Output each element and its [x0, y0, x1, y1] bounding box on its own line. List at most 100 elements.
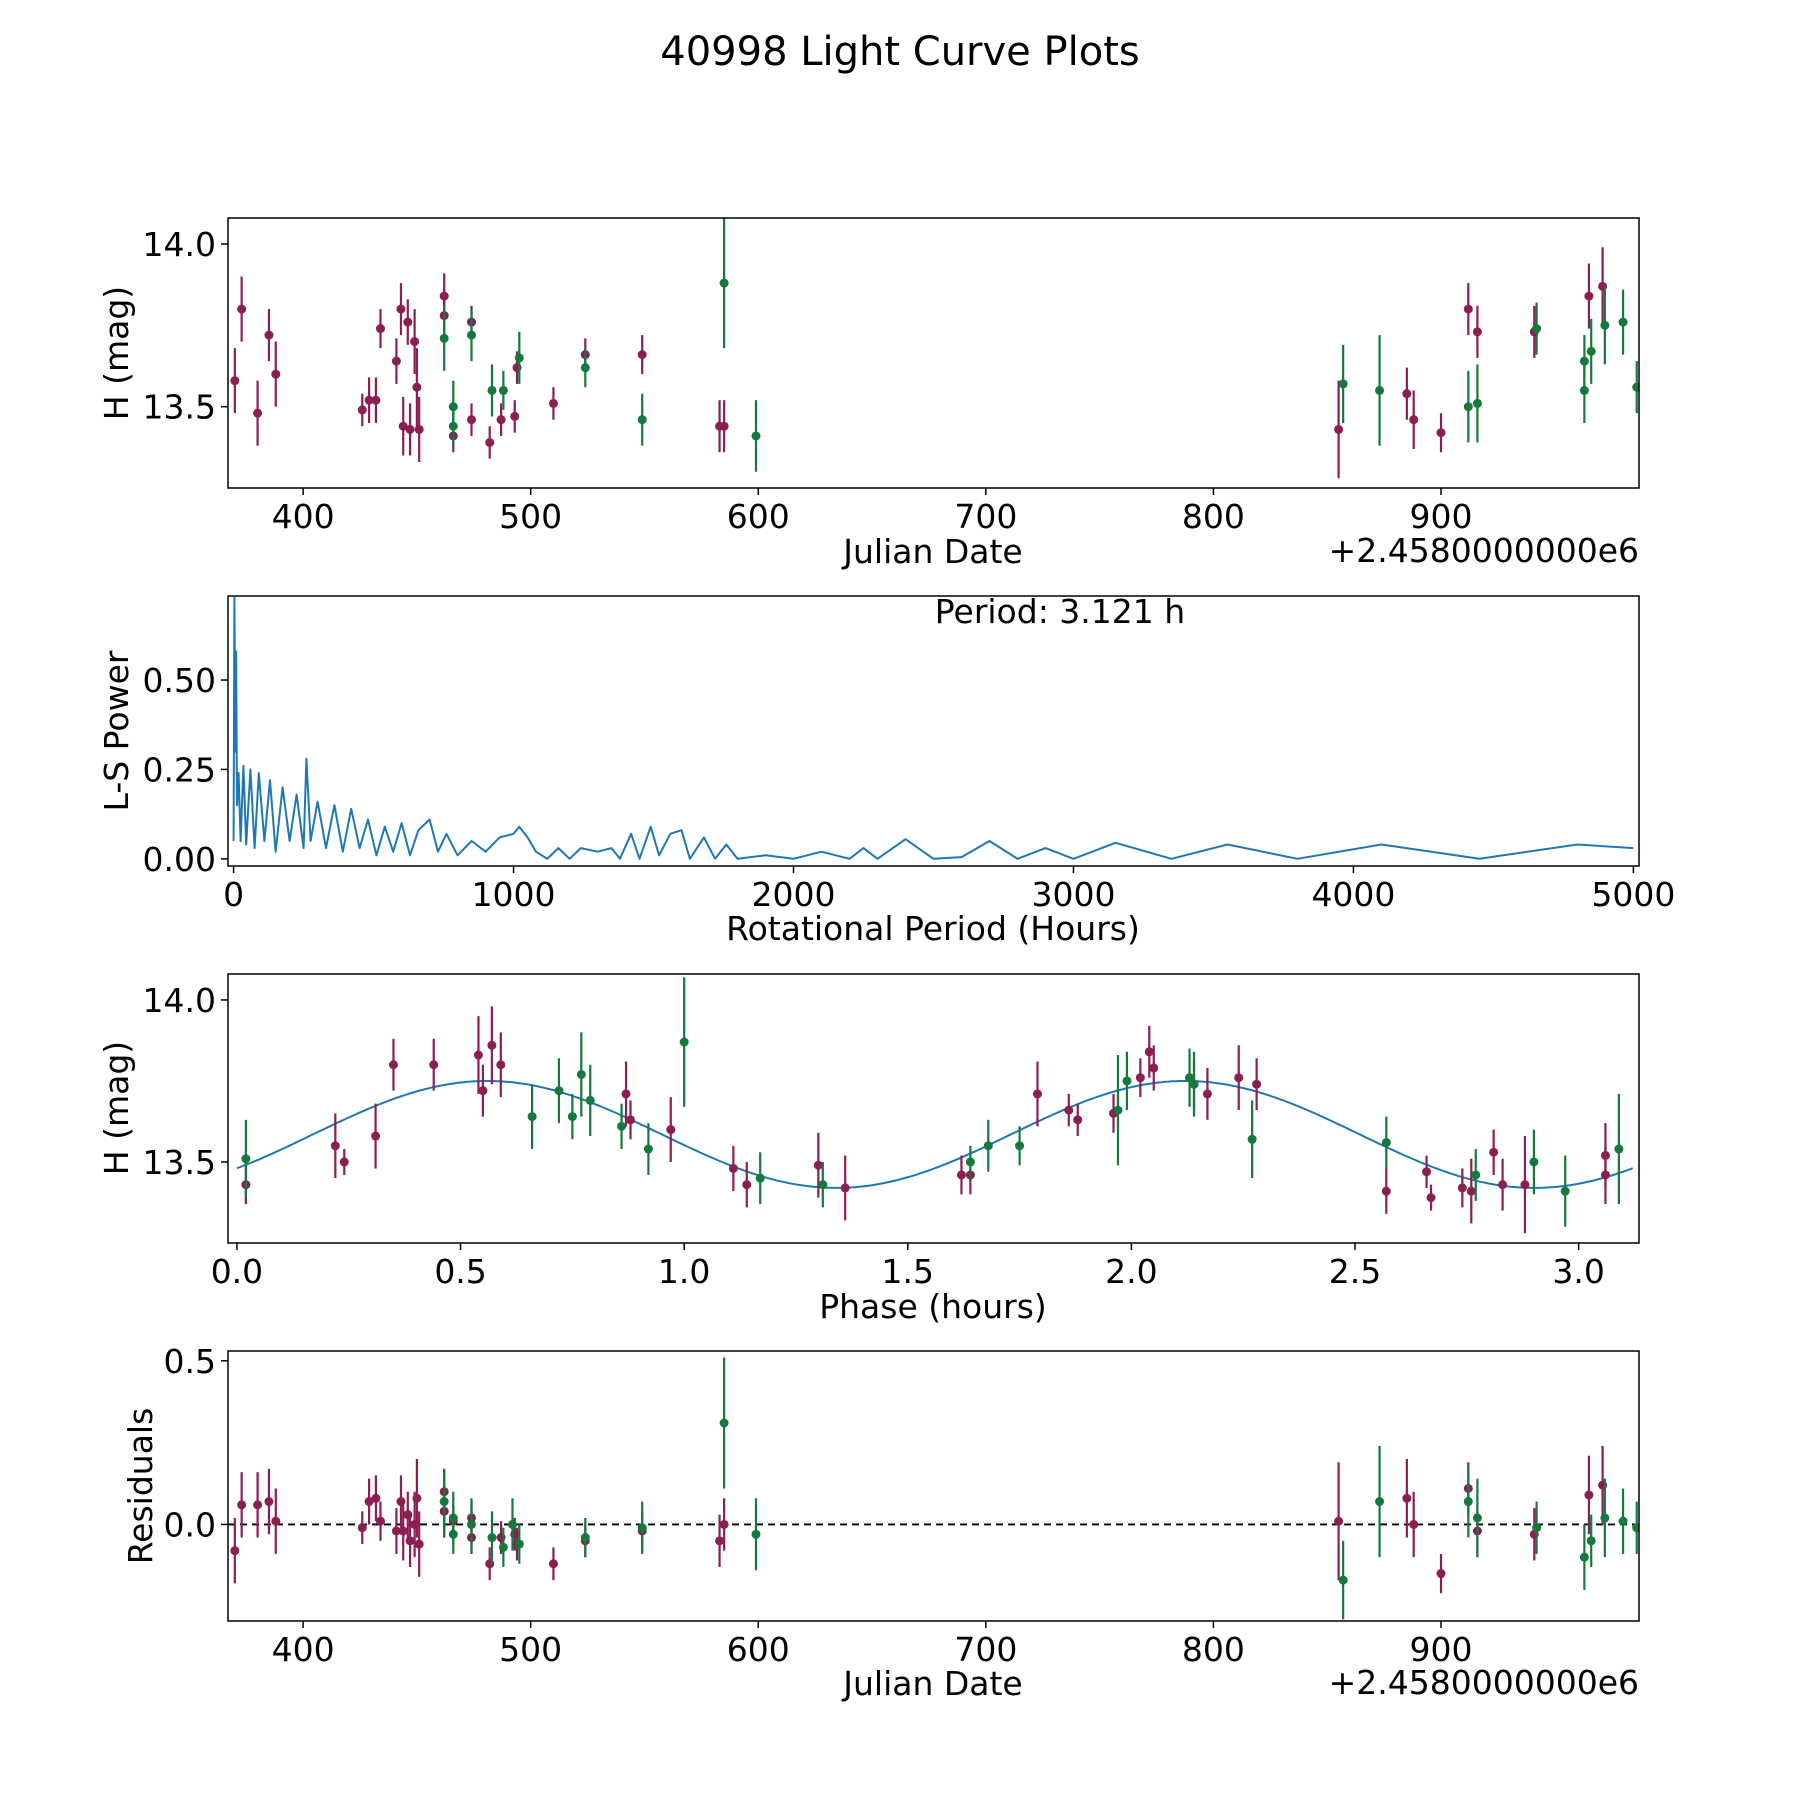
r-band-point — [253, 1500, 263, 1510]
g-band-point — [1463, 1497, 1473, 1507]
r-band-point — [637, 350, 647, 360]
r-band-point — [1422, 1167, 1432, 1177]
r-band-point — [1409, 1519, 1419, 1529]
r-band-point — [666, 1125, 676, 1135]
x-tick-label: 700 — [954, 1630, 1017, 1669]
x-tick-label: 800 — [1182, 1630, 1245, 1669]
g-band-point — [1579, 1552, 1589, 1562]
r-band-point — [1334, 1516, 1344, 1526]
r-band-point — [388, 1060, 398, 1070]
x-tick-label: 900 — [1410, 1630, 1473, 1669]
g-band-point — [1375, 1497, 1385, 1507]
g-band-point — [498, 1542, 508, 1552]
axes-frame — [227, 1350, 1640, 1622]
r-band-point — [1402, 389, 1412, 399]
g-band-point — [576, 1069, 586, 1079]
g-band-point — [507, 1519, 517, 1529]
g-band-point — [1375, 385, 1385, 395]
r-band-point — [1402, 1493, 1412, 1503]
g-band-point — [1381, 1138, 1391, 1148]
x-axis-label: Rotational Period (Hours) — [726, 909, 1140, 948]
r-band-point — [1202, 1089, 1212, 1099]
r-band-point — [1064, 1105, 1074, 1115]
r-band-point — [1234, 1073, 1244, 1083]
g-band-point — [719, 1418, 729, 1428]
r-band-point — [1498, 1180, 1508, 1190]
r-band-point — [742, 1180, 752, 1190]
g-band-point — [1600, 320, 1610, 330]
y-axis-ticks: 13.5 14.0 — [143, 225, 228, 427]
r-band-point — [1520, 1180, 1530, 1190]
panel-residuals: 400 500 600 700 800 900 0.0 0.5 Julian Date Re… — [121, 1342, 1640, 1703]
g-band-point — [1532, 1523, 1542, 1533]
r-band-point — [364, 395, 374, 405]
r-band-point — [429, 1060, 439, 1070]
r-band-point — [357, 405, 367, 415]
periodogram-line — [232, 596, 1634, 860]
g-band-point — [1632, 382, 1639, 392]
x-axis-ticks: 0.0 0.5 1.0 1.5 2.0 2.5 3.0 — [211, 1243, 1605, 1291]
g-band-point — [567, 1112, 577, 1122]
g-band-point — [487, 1533, 497, 1543]
x-tick-label: 800 — [1182, 497, 1245, 536]
r-band-point — [1334, 424, 1344, 434]
g-band-point — [1189, 1079, 1199, 1089]
r-band-point — [1584, 291, 1594, 301]
y-tick-label: 0.50 — [143, 661, 216, 700]
r-band-point — [398, 421, 408, 431]
r-band-point — [548, 398, 558, 408]
x-tick-label: 1.0 — [658, 1252, 710, 1291]
r-band-point — [412, 1493, 422, 1503]
g-band-point — [965, 1157, 975, 1167]
fit-curve — [236, 1080, 1634, 1189]
g-band-point — [514, 353, 524, 363]
r-band-point — [403, 317, 413, 327]
g-band-point — [1338, 379, 1348, 389]
g-band-point — [1618, 317, 1628, 327]
r-band-point — [375, 324, 385, 334]
g-band-point — [527, 1112, 537, 1122]
r-band-point — [1600, 1150, 1610, 1160]
y-tick-label: 0.0 — [164, 1505, 216, 1544]
axes-frame — [227, 973, 1640, 1244]
r-band-point — [330, 1141, 340, 1151]
r-band-point — [412, 382, 422, 392]
g-band-point — [1122, 1076, 1132, 1086]
r-band-point — [813, 1160, 823, 1170]
g-band-point — [554, 1086, 564, 1096]
r-band-point — [719, 421, 729, 431]
g-band-point — [719, 278, 729, 288]
r-band-point — [626, 1115, 636, 1125]
r-band-point — [339, 1157, 349, 1167]
g-band-point — [467, 330, 477, 340]
r-band-point — [405, 1536, 415, 1546]
plot-area-periodogram — [232, 596, 1634, 860]
g-band-point — [1463, 402, 1473, 412]
r-band-point — [230, 1546, 240, 1556]
g-band-point — [580, 363, 590, 373]
y-tick-label: 0.25 — [143, 750, 216, 789]
r-band-point — [496, 1060, 506, 1070]
g-band-point — [751, 431, 761, 441]
g-band-point — [1113, 1105, 1123, 1115]
g-band-point — [1560, 1186, 1570, 1196]
r-band-point — [1472, 327, 1482, 337]
y-tick-label: 14.0 — [143, 981, 216, 1020]
r-band-point — [621, 1089, 631, 1099]
g-band-point — [1529, 1157, 1539, 1167]
r-band-point — [485, 437, 495, 447]
y-tick-label: 14.0 — [143, 225, 216, 264]
x-tick-label: 5000 — [1591, 875, 1675, 914]
y-axis-label: Residuals — [121, 1408, 160, 1565]
r-band-point — [467, 415, 477, 425]
r-band-point — [1032, 1089, 1042, 1099]
r-band-point — [237, 1500, 247, 1510]
r-band-point — [1135, 1073, 1145, 1083]
y-axis-ticks: 0.00 0.25 0.50 — [143, 661, 228, 879]
g-band-point — [1632, 1523, 1639, 1533]
g-band-point — [1472, 1513, 1482, 1523]
x-tick-label: 2.5 — [1329, 1252, 1381, 1291]
r-band-point — [956, 1170, 966, 1180]
r-band-point — [473, 1050, 483, 1060]
r-band-point — [371, 1493, 381, 1503]
